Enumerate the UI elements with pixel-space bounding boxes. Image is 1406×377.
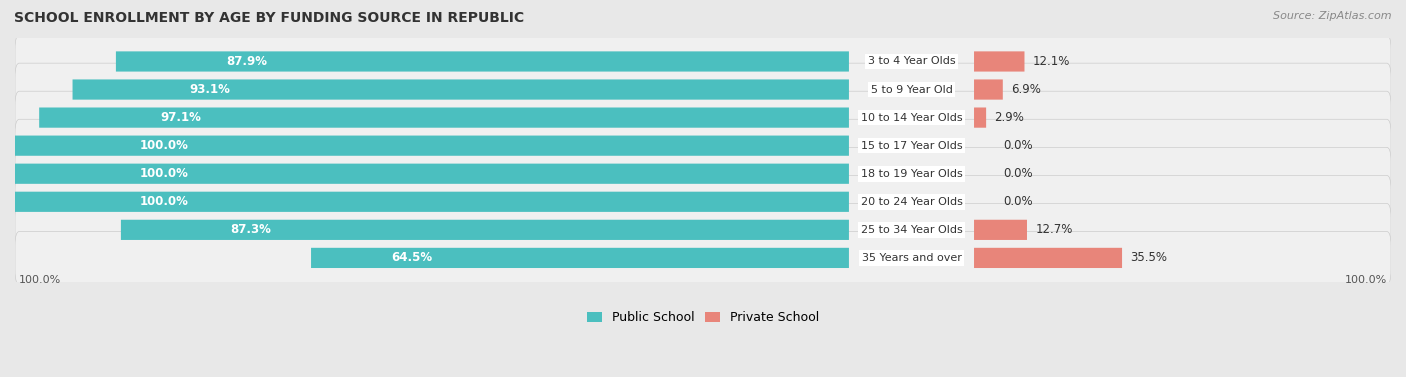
Text: 20 to 24 Year Olds: 20 to 24 Year Olds	[860, 197, 963, 207]
Text: Source: ZipAtlas.com: Source: ZipAtlas.com	[1274, 11, 1392, 21]
FancyBboxPatch shape	[311, 248, 849, 268]
FancyBboxPatch shape	[15, 164, 849, 184]
Text: 100.0%: 100.0%	[141, 195, 188, 208]
Text: 97.1%: 97.1%	[160, 111, 201, 124]
Text: 64.5%: 64.5%	[392, 251, 433, 264]
Text: 35.5%: 35.5%	[1130, 251, 1167, 264]
Text: 0.0%: 0.0%	[1004, 167, 1033, 180]
FancyBboxPatch shape	[974, 51, 1025, 72]
FancyBboxPatch shape	[974, 220, 1026, 240]
FancyBboxPatch shape	[121, 220, 849, 240]
Text: 0.0%: 0.0%	[1004, 195, 1033, 208]
Text: 87.3%: 87.3%	[231, 223, 271, 236]
FancyBboxPatch shape	[974, 107, 986, 128]
FancyBboxPatch shape	[15, 192, 849, 212]
Text: 100.0%: 100.0%	[1344, 275, 1386, 285]
FancyBboxPatch shape	[15, 91, 1391, 144]
FancyBboxPatch shape	[15, 119, 1391, 172]
FancyBboxPatch shape	[15, 35, 1391, 88]
Text: 100.0%: 100.0%	[141, 139, 188, 152]
Text: 0.0%: 0.0%	[1004, 139, 1033, 152]
Text: 93.1%: 93.1%	[188, 83, 229, 96]
FancyBboxPatch shape	[15, 231, 1391, 284]
Text: 35 Years and over: 35 Years and over	[862, 253, 962, 263]
Text: 100.0%: 100.0%	[20, 275, 62, 285]
FancyBboxPatch shape	[15, 147, 1391, 200]
FancyBboxPatch shape	[15, 175, 1391, 228]
FancyBboxPatch shape	[15, 204, 1391, 256]
FancyBboxPatch shape	[73, 80, 849, 100]
Text: SCHOOL ENROLLMENT BY AGE BY FUNDING SOURCE IN REPUBLIC: SCHOOL ENROLLMENT BY AGE BY FUNDING SOUR…	[14, 11, 524, 25]
FancyBboxPatch shape	[115, 51, 849, 72]
Text: 12.7%: 12.7%	[1035, 223, 1073, 236]
Text: 3 to 4 Year Olds: 3 to 4 Year Olds	[868, 57, 955, 66]
Text: 2.9%: 2.9%	[994, 111, 1025, 124]
FancyBboxPatch shape	[15, 63, 1391, 116]
FancyBboxPatch shape	[974, 80, 1002, 100]
Text: 87.9%: 87.9%	[226, 55, 267, 68]
FancyBboxPatch shape	[39, 107, 849, 128]
Text: 100.0%: 100.0%	[141, 167, 188, 180]
Text: 15 to 17 Year Olds: 15 to 17 Year Olds	[860, 141, 962, 151]
Text: 5 to 9 Year Old: 5 to 9 Year Old	[870, 84, 952, 95]
Text: 18 to 19 Year Olds: 18 to 19 Year Olds	[860, 169, 962, 179]
Text: 6.9%: 6.9%	[1011, 83, 1040, 96]
Text: 10 to 14 Year Olds: 10 to 14 Year Olds	[860, 113, 962, 123]
Legend: Public School, Private School: Public School, Private School	[582, 306, 824, 329]
Text: 12.1%: 12.1%	[1033, 55, 1070, 68]
Text: 25 to 34 Year Olds: 25 to 34 Year Olds	[860, 225, 962, 235]
FancyBboxPatch shape	[974, 248, 1122, 268]
FancyBboxPatch shape	[15, 136, 849, 156]
